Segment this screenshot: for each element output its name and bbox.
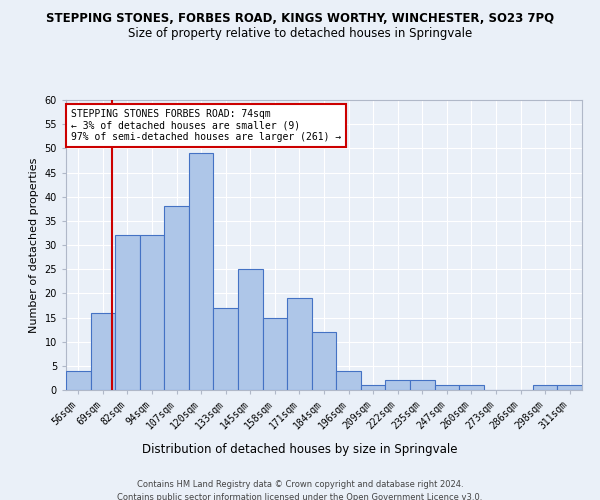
Y-axis label: Number of detached properties: Number of detached properties [29, 158, 39, 332]
Bar [410, 380, 434, 390]
Bar [238, 269, 263, 390]
Bar [115, 236, 140, 390]
Text: Distribution of detached houses by size in Springvale: Distribution of detached houses by size … [142, 442, 458, 456]
Bar [533, 385, 557, 390]
Text: Size of property relative to detached houses in Springvale: Size of property relative to detached ho… [128, 28, 472, 40]
Bar [66, 370, 91, 390]
Bar [336, 370, 361, 390]
Bar [263, 318, 287, 390]
Bar [459, 385, 484, 390]
Bar [287, 298, 312, 390]
Text: Contains public sector information licensed under the Open Government Licence v3: Contains public sector information licen… [118, 492, 482, 500]
Bar [214, 308, 238, 390]
Bar [557, 385, 582, 390]
Text: Contains HM Land Registry data © Crown copyright and database right 2024.: Contains HM Land Registry data © Crown c… [137, 480, 463, 489]
Bar [312, 332, 336, 390]
Text: STEPPING STONES FORBES ROAD: 74sqm
← 3% of detached houses are smaller (9)
97% o: STEPPING STONES FORBES ROAD: 74sqm ← 3% … [71, 108, 341, 142]
Bar [434, 385, 459, 390]
Text: STEPPING STONES, FORBES ROAD, KINGS WORTHY, WINCHESTER, SO23 7PQ: STEPPING STONES, FORBES ROAD, KINGS WORT… [46, 12, 554, 26]
Bar [385, 380, 410, 390]
Bar [361, 385, 385, 390]
Bar [140, 236, 164, 390]
Bar [189, 153, 214, 390]
Bar [164, 206, 189, 390]
Bar [91, 312, 115, 390]
